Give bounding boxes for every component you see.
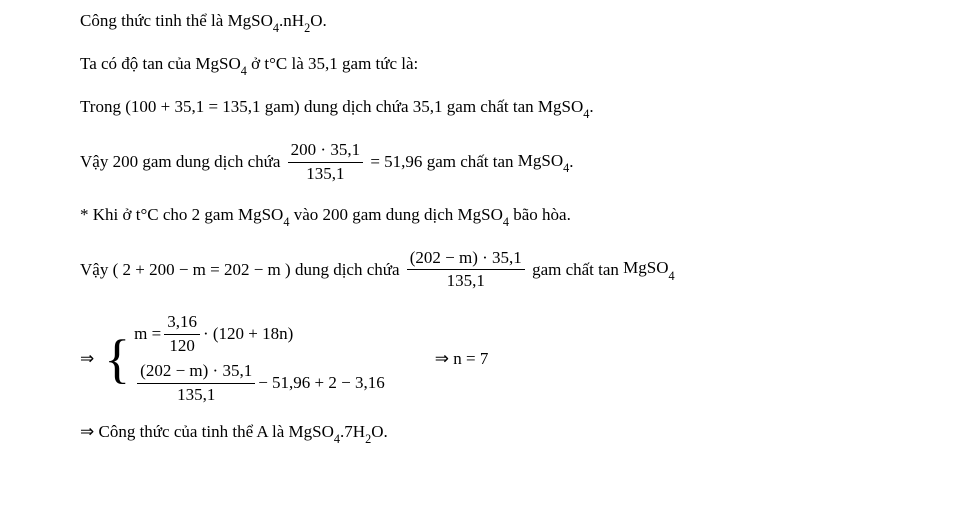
line-5a: * Khi ở (80, 205, 136, 224)
line-3-end: . (589, 97, 593, 116)
formula-mgso4-7h2o: MgSO4.7H2O. (289, 422, 388, 441)
line-5: * Khi ở t°C cho 2 gam MgSO4 vào 200 gam … (80, 204, 979, 229)
line-5c: vào 200 gam dung dịch (289, 205, 457, 224)
system-row-1: m = 3,16 120 · (120 + 18n) (134, 311, 385, 358)
line-5d: bão hòa. (509, 205, 571, 224)
line-last: ⇒ Công thức của tinh thể A là MgSO4.7H2O… (80, 421, 979, 446)
system-body: m = 3,16 120 · (120 + 18n) (202 − m) · 3… (134, 311, 385, 407)
temp-tc-2: t°C (136, 205, 159, 224)
line-3: Trong (100 + 35,1 = 135,1 gam) dung dịch… (80, 96, 979, 121)
formula-mgso4-4: MgSO4 (518, 151, 569, 170)
fraction-1-den: 135,1 (288, 163, 363, 186)
sys-r1b: · (120 + 18n) (203, 323, 293, 346)
line-4-eq: = 51,96 (370, 152, 422, 171)
formula-mgso4-3: MgSO4 (538, 97, 589, 116)
fraction-2: (202 − m) · 35,1 135,1 (407, 247, 525, 294)
implies-arrow-1: ⇒ (80, 348, 94, 371)
line-6: Vậy ( 2 + 200 − m = 202 − m ) dung dịch … (80, 247, 979, 294)
line-4b: gam chất tan (427, 152, 518, 171)
sys-r1a: m = (134, 323, 161, 346)
formula-mgso4-5a: MgSO4 (238, 205, 289, 224)
left-brace-icon: { (104, 332, 130, 386)
formula-mgso4-5b: MgSO4 (458, 205, 509, 224)
fraction-sys-2-num: (202 − m) · 35,1 (137, 360, 255, 384)
fraction-sys-1: 3,16 120 (164, 311, 200, 358)
line-4a: Vậy 200 gam dung dịch chứa (80, 152, 285, 171)
formula-mgso4-6: MgSO4 (623, 258, 674, 277)
temp-tc: t°C (264, 54, 287, 73)
fraction-1: 200 · 35,1 135,1 (288, 139, 363, 186)
fraction-sys-1-num: 3,16 (164, 311, 200, 335)
formula-mgso4: MgSO4 (195, 54, 246, 73)
fraction-1-num: 200 · 35,1 (288, 139, 363, 163)
result-n: ⇒ n = 7 (435, 348, 489, 371)
line-last-text: ⇒ Công thức của tinh thể A là (80, 422, 289, 441)
line-6a: Vậy ( 2 + 200 − m = 202 − m ) dung dịch … (80, 259, 404, 278)
line-2c: là 35,1 gam tức là: (287, 54, 418, 73)
fraction-sys-2: (202 − m) · 35,1 135,1 (137, 360, 255, 407)
system-row-2: (202 − m) · 35,1 135,1 − 51,96 + 2 − 3,1… (134, 360, 385, 407)
line-2b: ở (247, 54, 265, 73)
line-2a: Ta có độ tan của (80, 54, 195, 73)
sys-r2-tail: − 51,96 + 2 − 3,16 (258, 372, 385, 395)
formula-mgso4-nh2o: MgSO4.nH2O. (228, 11, 327, 30)
fraction-sys-1-den: 120 (164, 335, 200, 358)
line-4: Vậy 200 gam dung dịch chứa 200 · 35,1 13… (80, 139, 979, 186)
fraction-2-num: (202 − m) · 35,1 (407, 247, 525, 271)
fraction-2-den: 135,1 (407, 270, 525, 293)
line-1: Công thức tinh thể là MgSO4.nH2O. (80, 10, 979, 35)
line-4-end: . (569, 152, 573, 171)
solution-body: Công thức tinh thể là MgSO4.nH2O. Ta có … (0, 0, 979, 518)
system-of-equations: ⇒ { m = 3,16 120 · (120 + 18n) (202 − m)… (80, 311, 979, 407)
line-3-text: Trong (100 + 35,1 = 135,1 gam) dung dịch… (80, 97, 538, 116)
line-2: Ta có độ tan của MgSO4 ở t°C là 35,1 gam… (80, 53, 979, 78)
fraction-sys-2-den: 135,1 (137, 384, 255, 407)
line-5b: cho 2 gam (159, 205, 238, 224)
line-1-text: Công thức tinh thể là (80, 11, 228, 30)
line-6b: gam chất tan (532, 259, 623, 278)
